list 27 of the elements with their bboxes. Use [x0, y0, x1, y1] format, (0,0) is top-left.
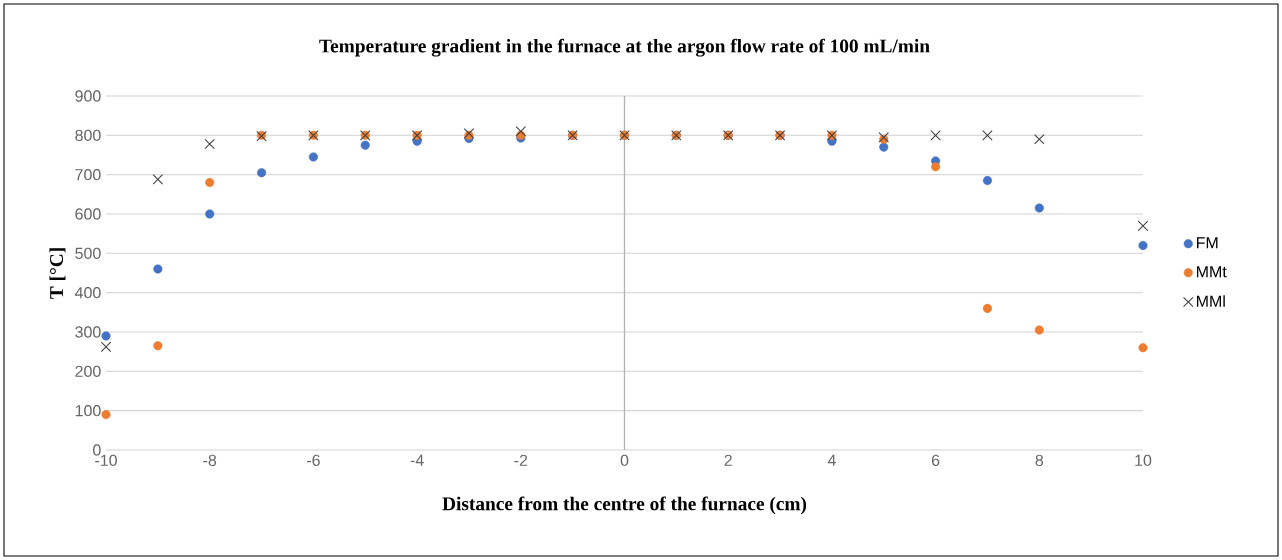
- y-tick-label: 900: [75, 90, 101, 102]
- y-axis-title: T [°C]: [49, 248, 66, 299]
- legend-label: FM: [1196, 237, 1218, 249]
- y-tick-label: 700: [75, 169, 101, 181]
- x-tick-label: -8: [203, 454, 217, 467]
- x-axis-title: Distance from the centre of the furnace (cm): [442, 496, 807, 515]
- y-tick-label: 300: [75, 326, 101, 338]
- x-tick-label: 4: [827, 454, 836, 466]
- y-tick-label: 0: [93, 444, 101, 456]
- x-tick-label: -4: [410, 454, 424, 466]
- y-tick-label: 600: [75, 208, 101, 220]
- x-tick-label: -6: [307, 454, 320, 467]
- x-tick-label: 10: [1135, 454, 1152, 467]
- x-tick-label: -2: [514, 454, 528, 466]
- y-tick-label: 200: [75, 365, 101, 377]
- legend-label: MMl: [1196, 295, 1225, 307]
- legend-label: MMt: [1196, 266, 1227, 278]
- y-tick-label: 500: [75, 247, 101, 259]
- y-tick-label: 800: [75, 129, 101, 141]
- x-tick-label: 8: [1035, 454, 1044, 467]
- x-tick-label: 0: [620, 454, 629, 467]
- y-tick-label: 100: [75, 405, 101, 417]
- x-tick-label: 6: [931, 454, 940, 467]
- x-tick-label: -10: [95, 454, 117, 467]
- x-tick-label: 2: [724, 454, 732, 466]
- y-tick-label: 400: [74, 287, 101, 299]
- chart-title: Temperature gradient in the furnace at the argon flow rate of 100 mL/min: [319, 38, 930, 57]
